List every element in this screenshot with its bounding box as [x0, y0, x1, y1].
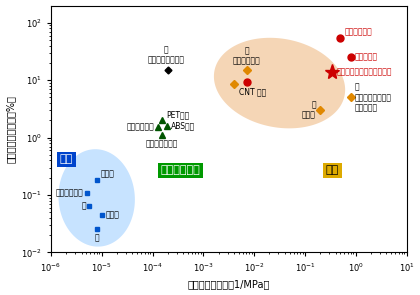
Text: 布
（綿）: 布 （綿） [302, 100, 316, 120]
Text: 布
（レーヨン）: 布 （レーヨン） [233, 46, 260, 66]
Text: 布
（ポリエステル、
フェルト）: 布 （ポリエステル、 フェルト） [355, 83, 392, 112]
Text: チタン: チタン [101, 170, 115, 179]
Text: ポリ塑化ビニル: ポリ塑化ビニル [145, 140, 178, 148]
Text: ABS樹脂: ABS樹脂 [171, 122, 195, 131]
Text: タングステン: タングステン [56, 188, 84, 197]
Text: アルミ: アルミ [106, 211, 120, 220]
Text: 鉄: 鉄 [81, 201, 86, 210]
Polygon shape [214, 38, 345, 128]
Text: 衣服: 衣服 [326, 165, 339, 175]
Text: 金属: 金属 [60, 155, 73, 164]
Text: アクリル樹脂: アクリル樹脂 [127, 123, 155, 132]
Y-axis label: 許容弾性ひずみ量（%）: 許容弾性ひずみ量（%） [5, 95, 16, 163]
X-axis label: ヤング率の逆数（1/MPa）: ヤング率の逆数（1/MPa） [188, 279, 270, 289]
Text: 今回開発したトランジスタ: 今回開発したトランジスタ [336, 67, 392, 76]
Polygon shape [58, 149, 135, 247]
Text: PET樹脂: PET樹脂 [166, 110, 189, 119]
Text: 銅: 銅 [94, 234, 99, 243]
Text: イオンゲル: イオンゲル [355, 53, 378, 62]
Text: プラスチック: プラスチック [160, 165, 200, 175]
Text: 布
（ポリエステル）: 布 （ポリエステル） [148, 45, 185, 64]
Text: シリコンゴム: シリコンゴム [345, 27, 373, 36]
Text: CNT ゴム: CNT ゴム [239, 87, 267, 96]
